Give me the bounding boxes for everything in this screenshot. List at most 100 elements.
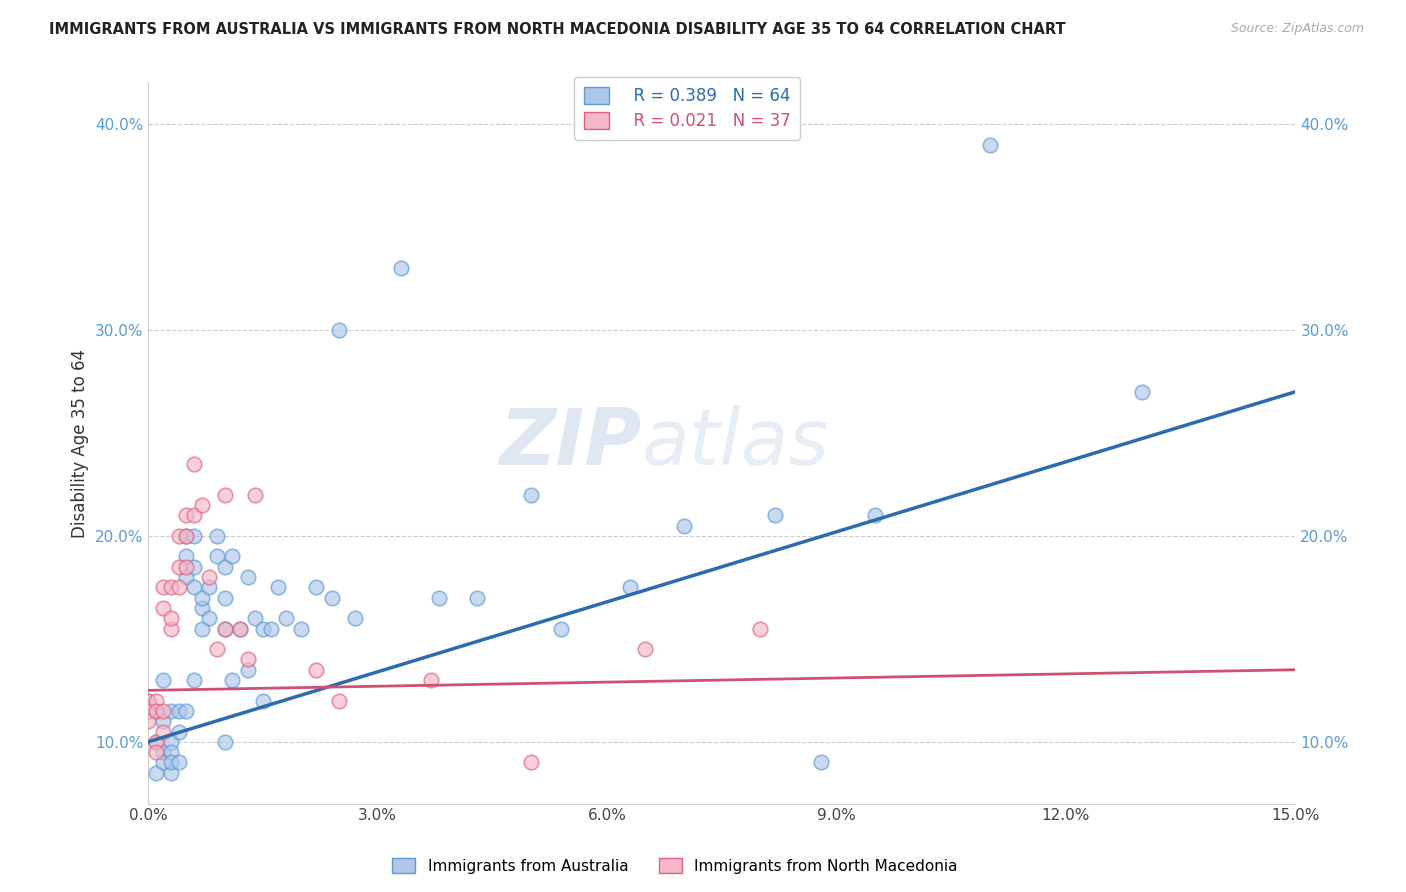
Point (205, 642, 228, 657)
Point (221, 549, 243, 564)
Point (343, 611, 366, 625)
Legend:   R = 0.389   N = 64,   R = 0.021   N = 37: R = 0.389 N = 64, R = 0.021 N = 37 (574, 77, 800, 140)
Point (183, 457, 205, 471)
Point (290, 622, 312, 636)
Point (152, 704, 174, 718)
Point (190, 591, 212, 605)
Point (519, 488, 541, 502)
Y-axis label: Disability Age 35 to 64: Disability Age 35 to 64 (72, 349, 89, 538)
Point (252, 622, 274, 636)
Point (763, 508, 786, 523)
Point (619, 581, 641, 595)
Point (749, 622, 772, 636)
Point (205, 549, 228, 564)
Point (152, 745, 174, 759)
Point (136, 693, 159, 707)
Point (176, 508, 198, 523)
Point (214, 622, 236, 636)
Point (420, 673, 443, 687)
Point (321, 591, 343, 605)
Point (252, 817, 274, 831)
Point (634, 642, 657, 657)
Point (136, 704, 159, 718)
Point (550, 622, 572, 636)
Point (236, 663, 259, 677)
Point (160, 611, 183, 625)
Point (427, 591, 450, 605)
Point (267, 581, 290, 595)
Point (183, 581, 205, 595)
Point (176, 570, 198, 584)
Point (1132, 384, 1154, 399)
Point (167, 581, 190, 595)
Point (176, 704, 198, 718)
Point (145, 735, 167, 749)
Point (152, 601, 174, 615)
Point (160, 581, 183, 595)
Point (305, 663, 328, 677)
Point (214, 559, 236, 574)
Point (245, 611, 267, 625)
Point (274, 611, 297, 625)
Point (152, 581, 174, 595)
Point (198, 570, 221, 584)
Point (214, 591, 236, 605)
Point (160, 765, 183, 780)
Point (145, 693, 167, 707)
Point (198, 581, 221, 595)
Point (979, 137, 1001, 152)
Point (152, 724, 174, 739)
Point (160, 745, 183, 759)
Point (167, 559, 190, 574)
Point (160, 622, 183, 636)
Point (183, 508, 205, 523)
Point (145, 735, 167, 749)
Point (152, 756, 174, 770)
Point (229, 622, 252, 636)
Point (190, 622, 212, 636)
Point (190, 601, 212, 615)
Point (183, 673, 205, 687)
Point (259, 622, 281, 636)
Text: Source: ZipAtlas.com: Source: ZipAtlas.com (1230, 22, 1364, 36)
Point (229, 622, 252, 636)
Point (160, 704, 183, 718)
Point (145, 765, 167, 780)
Point (160, 756, 183, 770)
Point (389, 261, 412, 276)
Point (183, 529, 205, 543)
Point (176, 559, 198, 574)
Text: IMMIGRANTS FROM AUSTRALIA VS IMMIGRANTS FROM NORTH MACEDONIA DISABILITY AGE 35 T: IMMIGRANTS FROM AUSTRALIA VS IMMIGRANTS … (49, 22, 1066, 37)
Point (245, 488, 267, 502)
Point (145, 745, 167, 759)
Point (136, 714, 159, 729)
Point (167, 704, 190, 718)
Point (221, 673, 243, 687)
Point (136, 693, 159, 707)
Point (863, 508, 886, 523)
Legend: Immigrants from Australia, Immigrants from North Macedonia: Immigrants from Australia, Immigrants fr… (387, 852, 963, 880)
Point (183, 559, 205, 574)
Point (214, 488, 236, 502)
Point (176, 549, 198, 564)
Point (167, 724, 190, 739)
Text: atlas: atlas (641, 405, 830, 481)
Point (205, 529, 228, 543)
Point (672, 518, 695, 533)
Point (167, 756, 190, 770)
Point (136, 704, 159, 718)
Point (145, 704, 167, 718)
Point (236, 652, 259, 666)
Point (176, 529, 198, 543)
Point (152, 714, 174, 729)
Point (214, 622, 236, 636)
Point (236, 570, 259, 584)
Point (167, 529, 190, 543)
Point (198, 611, 221, 625)
Point (145, 704, 167, 718)
Point (519, 756, 541, 770)
Point (160, 735, 183, 749)
Point (176, 529, 198, 543)
Text: ZIP: ZIP (499, 405, 641, 481)
Point (214, 735, 236, 749)
